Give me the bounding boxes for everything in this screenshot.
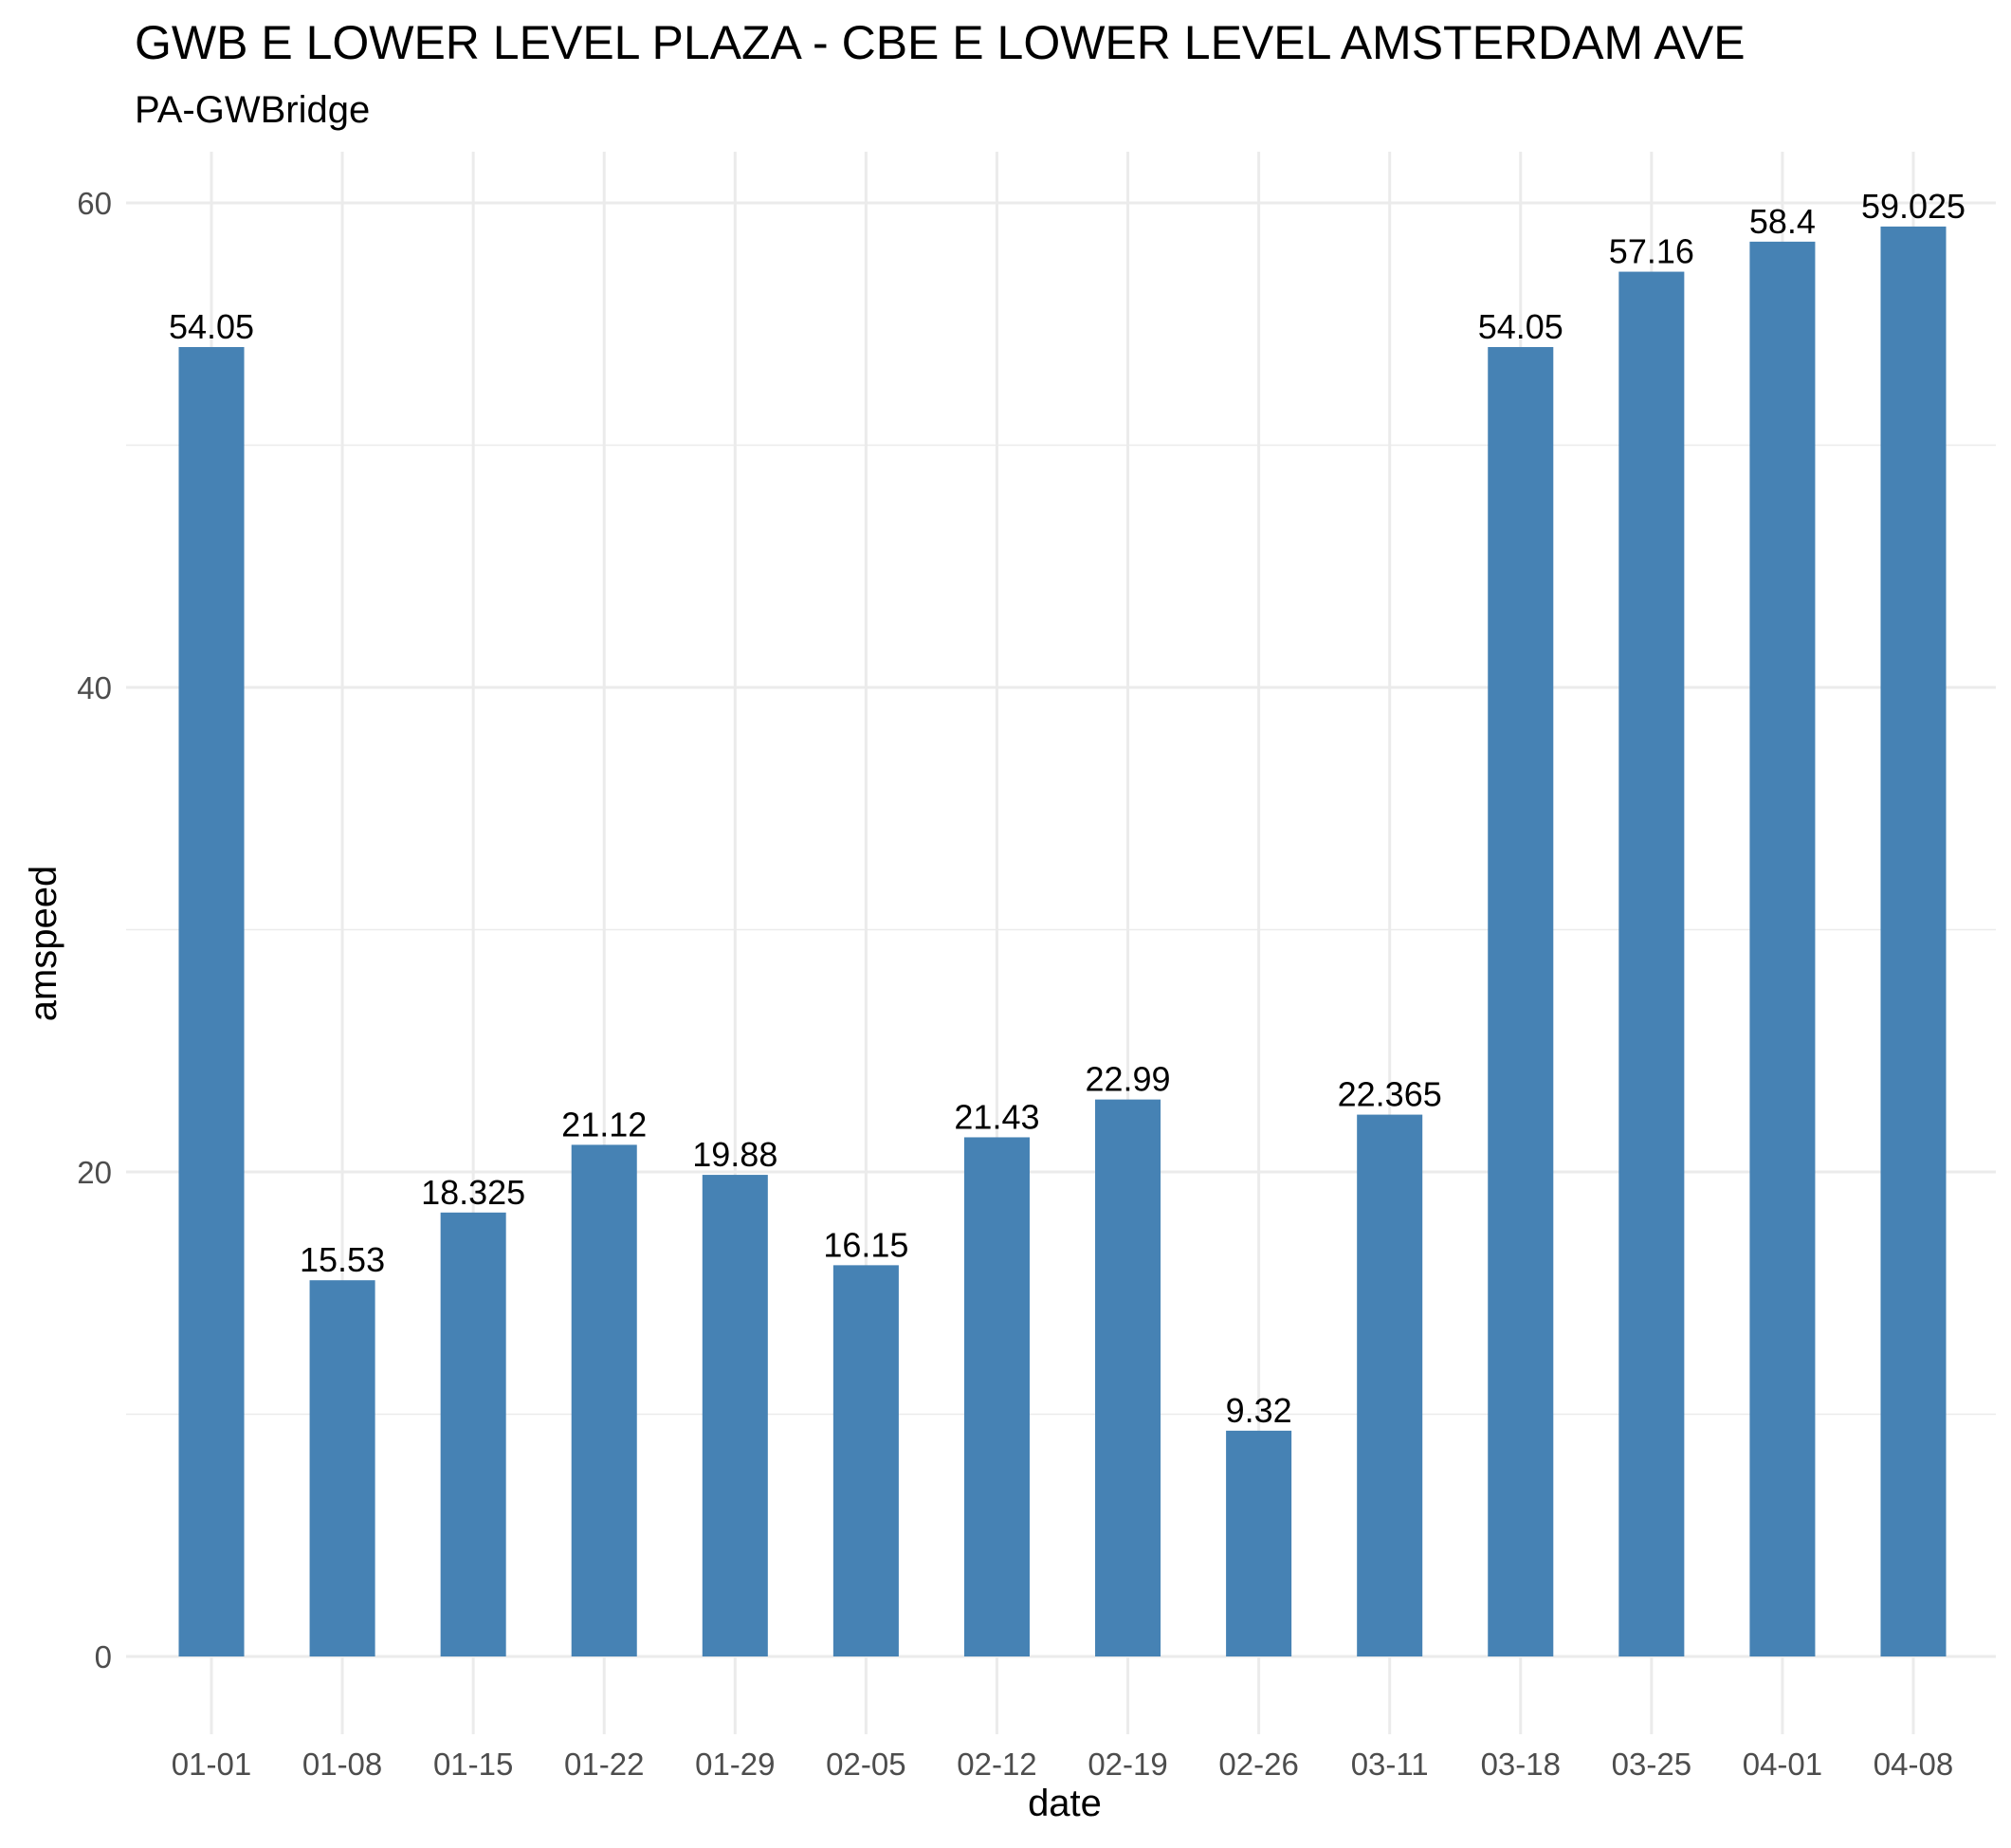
y-axis-title: amspeed (23, 866, 64, 1022)
x-tick-label: 04-01 (1743, 1747, 1822, 1782)
bar (1095, 1099, 1161, 1656)
x-tick-label: 02-12 (957, 1747, 1036, 1782)
bar (440, 1212, 506, 1656)
data-label: 59.025 (1861, 187, 1965, 226)
data-label: 16.15 (823, 1225, 908, 1264)
data-label: 22.365 (1338, 1075, 1442, 1114)
y-tick-label: 0 (95, 1639, 112, 1674)
chart-subtitle: PA-GWBridge (135, 89, 370, 131)
data-labels: 54.05 15.53 18.325 21.12 19.88 16.15 21.43 22.9… (169, 187, 1965, 1430)
x-tick-label: 01-15 (433, 1747, 513, 1782)
data-label: 9.32 (1226, 1391, 1292, 1430)
data-label: 21.43 (954, 1097, 1039, 1136)
x-tick-label: 02-05 (826, 1747, 905, 1782)
x-tick-label: 03-18 (1481, 1747, 1561, 1782)
bar (309, 1280, 375, 1656)
bar-series (178, 226, 1947, 1657)
data-label: 57.16 (1609, 232, 1694, 271)
x-tick-label: 01-22 (564, 1747, 644, 1782)
y-axis-ticks: 0 20 40 60 (77, 186, 112, 1674)
bar (1357, 1114, 1423, 1656)
data-label: 15.53 (300, 1240, 385, 1279)
bar (702, 1175, 768, 1656)
bar (1618, 271, 1685, 1656)
x-tick-label: 03-25 (1612, 1747, 1691, 1782)
data-label: 54.05 (169, 307, 254, 346)
x-tick-label: 03-11 (1351, 1747, 1429, 1782)
bar (1880, 226, 1947, 1656)
bar (832, 1265, 899, 1656)
x-tick-label: 02-26 (1218, 1747, 1298, 1782)
major-gridlines (126, 152, 1996, 1734)
data-label: 58.4 (1749, 202, 1816, 241)
bar (963, 1137, 1030, 1656)
data-label: 22.99 (1085, 1060, 1170, 1099)
minor-gridlines (126, 444, 1996, 1416)
x-tick-label: 04-08 (1874, 1747, 1953, 1782)
x-tick-label: 01-08 (302, 1747, 382, 1782)
data-label: 21.12 (561, 1105, 647, 1144)
y-tick-label: 20 (77, 1155, 112, 1190)
bar (571, 1144, 637, 1656)
x-tick-label: 02-19 (1088, 1747, 1167, 1782)
y-tick-label: 40 (77, 670, 112, 705)
data-label: 18.325 (421, 1173, 525, 1212)
x-axis-title: date (1028, 1783, 1102, 1824)
bar (178, 347, 245, 1657)
chart-title: GWB E LOWER LEVEL PLAZA - CBE E LOWER LE… (135, 16, 1746, 69)
data-label: 54.05 (1478, 307, 1563, 346)
x-axis-ticks: 01-01 01-08 01-15 01-22 01-29 02-05 02-12 02-19… (172, 1747, 1953, 1782)
bar (1749, 241, 1816, 1656)
x-tick-label: 01-01 (172, 1747, 251, 1782)
bar (1488, 347, 1554, 1657)
y-tick-label: 60 (77, 186, 112, 221)
x-tick-label: 01-29 (695, 1747, 775, 1782)
data-label: 19.88 (692, 1135, 777, 1174)
bar (1226, 1430, 1292, 1656)
